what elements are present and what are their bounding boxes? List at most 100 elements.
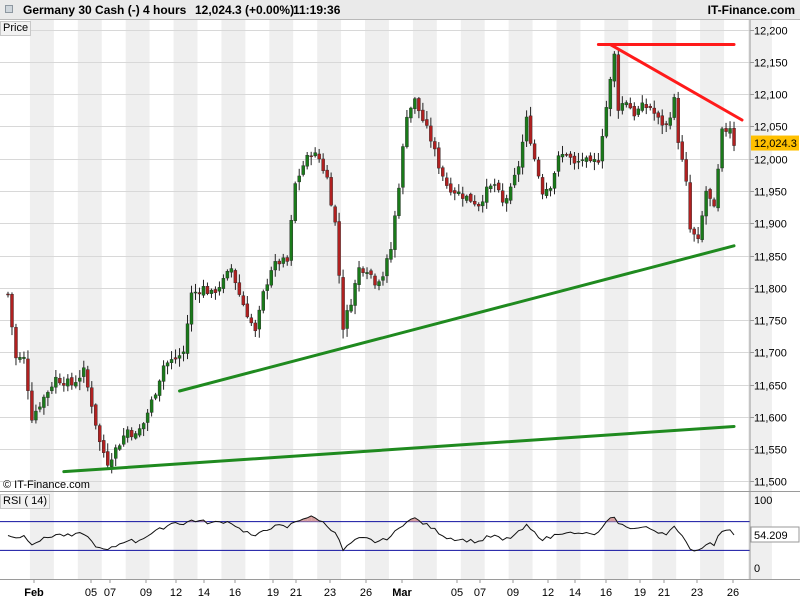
- candle-up: [672, 97, 676, 118]
- candle-down: [14, 327, 18, 359]
- x-tick-label: 19: [634, 587, 646, 599]
- x-tick-label: Feb: [24, 587, 44, 599]
- candle-down: [86, 369, 90, 388]
- rsi-grid: [0, 521, 750, 551]
- candle-up: [209, 289, 214, 294]
- candle-up: [22, 356, 26, 359]
- candle-down: [648, 106, 652, 108]
- x-tick-label: 16: [229, 587, 241, 599]
- candle-down: [616, 54, 621, 111]
- candle-down: [652, 107, 656, 114]
- candle-down: [129, 430, 134, 438]
- time-bands: [29, 20, 772, 580]
- candle-up: [293, 183, 297, 221]
- candle-up: [365, 272, 369, 274]
- x-tick-label: 12: [542, 587, 554, 599]
- candle-down: [588, 155, 593, 162]
- candle-up: [409, 107, 413, 119]
- candle-up: [512, 174, 517, 186]
- day-band: [604, 492, 629, 580]
- trendline-support-upper: [178, 244, 736, 393]
- candle-down: [233, 270, 238, 284]
- candle-up: [524, 116, 529, 142]
- day-band: [125, 20, 150, 491]
- candle-up: [74, 382, 78, 387]
- candle-up: [149, 399, 154, 413]
- candle-up: [397, 187, 401, 216]
- day-band: [700, 492, 725, 580]
- day-band: [173, 492, 198, 580]
- candle-up: [640, 102, 644, 111]
- candle-up: [82, 367, 86, 377]
- candle-down: [564, 154, 569, 156]
- candle-up: [153, 394, 158, 399]
- candle-up: [177, 355, 182, 359]
- candle-up: [492, 184, 497, 186]
- candle-down: [732, 128, 736, 146]
- day-band: [221, 492, 246, 580]
- candle-up: [261, 291, 266, 311]
- candles: [6, 50, 736, 474]
- instrument-name: Germany 30 Cash (-): [23, 3, 140, 17]
- candle-down: [628, 103, 633, 109]
- candle-up: [117, 445, 122, 450]
- x-tick-label: 05: [451, 587, 463, 599]
- candle-down: [664, 123, 668, 126]
- candle-down: [696, 234, 700, 239]
- candle-up: [46, 392, 50, 398]
- candle-up: [305, 155, 309, 167]
- candle-up: [484, 186, 489, 203]
- candle-down: [341, 277, 345, 330]
- x-tick-label: 21: [290, 587, 302, 599]
- candle-up: [716, 168, 720, 209]
- x-tick-label: 09: [140, 587, 152, 599]
- rsi-overbought-fill: [610, 517, 615, 522]
- candle-up: [42, 396, 46, 408]
- day-band: [365, 492, 389, 580]
- candle-up: [584, 157, 589, 162]
- timeframe-label: 4 hours: [143, 3, 187, 17]
- candle-down: [540, 177, 545, 195]
- candle-up: [181, 351, 186, 354]
- candle-down: [429, 125, 433, 142]
- price-panel-label: Price: [0, 21, 32, 36]
- day-band: [269, 492, 294, 580]
- candle-down: [94, 404, 98, 426]
- x-tick-label: 23: [324, 587, 336, 599]
- candle-up: [289, 220, 293, 261]
- y-tick-label: 11,600: [754, 413, 787, 425]
- candle-up: [560, 154, 565, 158]
- candle-down: [632, 106, 636, 117]
- candle-down: [337, 221, 341, 276]
- candle-down: [90, 387, 94, 407]
- candle-up: [504, 198, 509, 204]
- candle-down: [644, 104, 648, 109]
- candle-up: [393, 215, 397, 250]
- candle-up: [704, 190, 708, 217]
- day-band: [317, 492, 342, 580]
- candle-up: [34, 410, 38, 421]
- candle-up: [66, 378, 70, 387]
- candle-up: [157, 380, 162, 396]
- candle-up: [556, 155, 561, 172]
- candle-up: [720, 128, 724, 169]
- day-band: [652, 20, 677, 491]
- candle-up: [193, 291, 198, 294]
- rsi-series: [7, 515, 735, 552]
- candle-up: [217, 287, 222, 292]
- candle-up: [165, 362, 170, 367]
- x-tick-label: 16: [600, 587, 612, 599]
- candle-down: [329, 177, 333, 206]
- candle-down: [676, 97, 680, 143]
- candle-up: [592, 159, 597, 162]
- candle-up: [301, 165, 305, 175]
- candle-down: [241, 295, 246, 305]
- day-band: [508, 20, 533, 491]
- candle-up: [265, 284, 269, 291]
- candle-down: [62, 383, 66, 386]
- candle-up: [728, 128, 732, 134]
- time-axis-labels: Feb 05 07 09 12 14 16 19 21 23 26 Mar 05 07 09 12 14 16 19…: [24, 580, 739, 599]
- x-tick-label: 26: [727, 587, 739, 599]
- candle-up: [544, 188, 549, 196]
